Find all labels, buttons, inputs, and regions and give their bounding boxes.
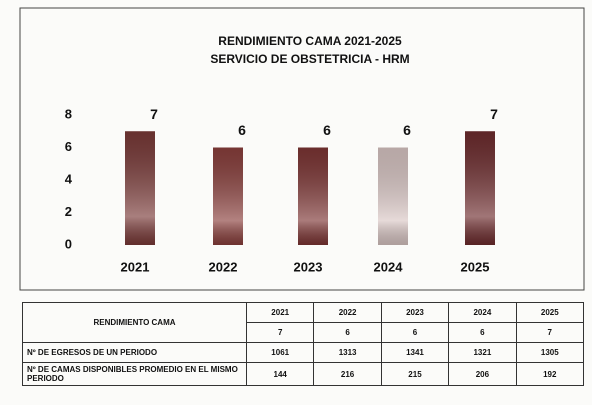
- rendimiento-value: 6: [380, 322, 450, 343]
- chart: RENDIMIENTO CAMA 2021-2025 SERVICIO DE O…: [19, 7, 585, 291]
- bar-shade: [125, 131, 155, 245]
- value-label: 7: [490, 106, 498, 122]
- year-header: 2022: [313, 302, 382, 323]
- row-value: 216: [313, 362, 382, 386]
- value-label: 7: [150, 106, 158, 122]
- year-header: 2024: [448, 302, 517, 323]
- header-label: RENDIMIENTO CAMA: [22, 302, 247, 343]
- x-tick-label: 2025: [461, 259, 490, 274]
- bar-shade: [298, 147, 328, 245]
- row-value: 1341: [380, 342, 450, 363]
- row-value: 192: [515, 362, 585, 386]
- row-label: Nº DE EGRESOS DE UN PERIODO: [22, 342, 247, 363]
- year-header: 2025: [515, 302, 585, 323]
- rendimiento-value: 7: [245, 322, 315, 343]
- data-table: RENDIMIENTO CAMA 2021 2022 2023 2024 2025 7 6 6 6…: [22, 302, 585, 386]
- value-label: 6: [403, 122, 411, 138]
- row-value: 144: [245, 362, 315, 386]
- y-tick-label: 6: [65, 139, 72, 154]
- year-header: 2021: [245, 302, 315, 323]
- rendimiento-value: 7: [515, 322, 585, 343]
- x-tick-label: 2024: [374, 259, 404, 274]
- x-tick-label: 2023: [294, 259, 323, 274]
- row-label: Nº DE CAMAS DISPONIBLES PROMEDIO EN EL M…: [22, 362, 247, 386]
- chart-subtitle: SERVICIO DE OBSTETRICIA - HRM: [210, 52, 409, 66]
- row-value: 1305: [515, 342, 585, 363]
- row-value: 1061: [245, 342, 315, 363]
- chart-frame: [19, 7, 585, 291]
- bar-shade: [465, 131, 495, 245]
- chart-title: RENDIMIENTO CAMA 2021-2025: [218, 34, 402, 48]
- value-label: 6: [323, 122, 331, 138]
- bar-shade: [378, 147, 408, 245]
- row-value: 1313: [313, 342, 382, 363]
- y-tick-label: 8: [65, 106, 72, 121]
- rendimiento-value: 6: [313, 322, 382, 343]
- row-value: 206: [448, 362, 517, 386]
- x-tick-label: 2022: [209, 259, 238, 274]
- row-value: 1321: [448, 342, 517, 363]
- bar-shade: [213, 147, 243, 245]
- row-value: 215: [380, 362, 450, 386]
- table-row: RENDIMIENTO CAMA 2021 2022 2023 2024 2025: [22, 302, 585, 343]
- year-header: 2023: [380, 302, 450, 323]
- table-row: Nº DE EGRESOS DE UN PERIODO 1061 1313 1341 1…: [22, 342, 585, 363]
- y-tick-label: 2: [65, 204, 72, 219]
- rendimiento-value: 6: [448, 322, 517, 343]
- value-label: 6: [238, 122, 246, 138]
- table-row: Nº DE CAMAS DISPONIBLES PROMEDIO EN EL M…: [22, 362, 585, 386]
- y-tick-label: 0: [65, 236, 72, 251]
- x-tick-label: 2021: [121, 259, 150, 274]
- y-tick-label: 4: [65, 171, 73, 186]
